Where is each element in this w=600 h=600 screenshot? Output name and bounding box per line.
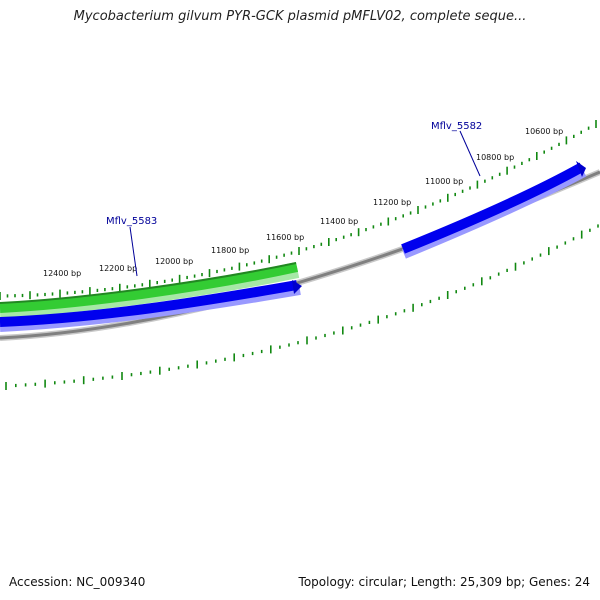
- gene-mflv-5583-arrow[interactable]: [0, 262, 299, 313]
- scale-label-11800: 11800 bp: [211, 246, 249, 255]
- scale-label-11000: 11000 bp: [425, 177, 463, 186]
- scale-label-11200: 11200 bp: [373, 198, 411, 207]
- gene-mflv-5583-edge: [0, 262, 297, 304]
- scale-label-11400: 11400 bp: [320, 217, 358, 226]
- gene-label-leader-mflv-5582: [459, 130, 481, 177]
- inner-tick-ring: [5, 224, 599, 390]
- scale-label-10600: 10600 bp: [525, 127, 563, 136]
- map-title: Mycobacterium gilvum PYR-GCK plasmid pMF…: [73, 9, 527, 24]
- gene-mflv-5582-arrow[interactable]: [401, 162, 585, 254]
- accession-label: Accession: NC_009340: [9, 575, 146, 589]
- scale-label-11600: 11600 bp: [266, 233, 304, 242]
- scale-label-12200: 12200 bp: [99, 264, 137, 273]
- outer-tick-ring: [0, 120, 597, 300]
- scale-label-12000: 12000 bp: [155, 257, 193, 266]
- gene-reverse-left-arrow[interactable]: [0, 280, 298, 327]
- scale-label-10800: 10800 bp: [476, 153, 514, 162]
- scale-labels: 10600 bp 10800 bp 11000 bp 11200 bp 11400 bp…: [43, 127, 563, 278]
- gene-label-leader-mflv-5583: [129, 226, 138, 277]
- topology-summary: Topology: circular; Length: 25,309 bp; G…: [298, 575, 590, 589]
- scale-label-12400: 12400 bp: [43, 269, 81, 278]
- gene-mflv-5582-arrowhead: [576, 161, 586, 177]
- gene-label-mflv-5582[interactable]: Mflv_5582: [431, 121, 482, 132]
- gene-label-mflv-5583[interactable]: Mflv_5583: [106, 216, 157, 227]
- gene-reverse-left-arrowhead: [292, 280, 302, 294]
